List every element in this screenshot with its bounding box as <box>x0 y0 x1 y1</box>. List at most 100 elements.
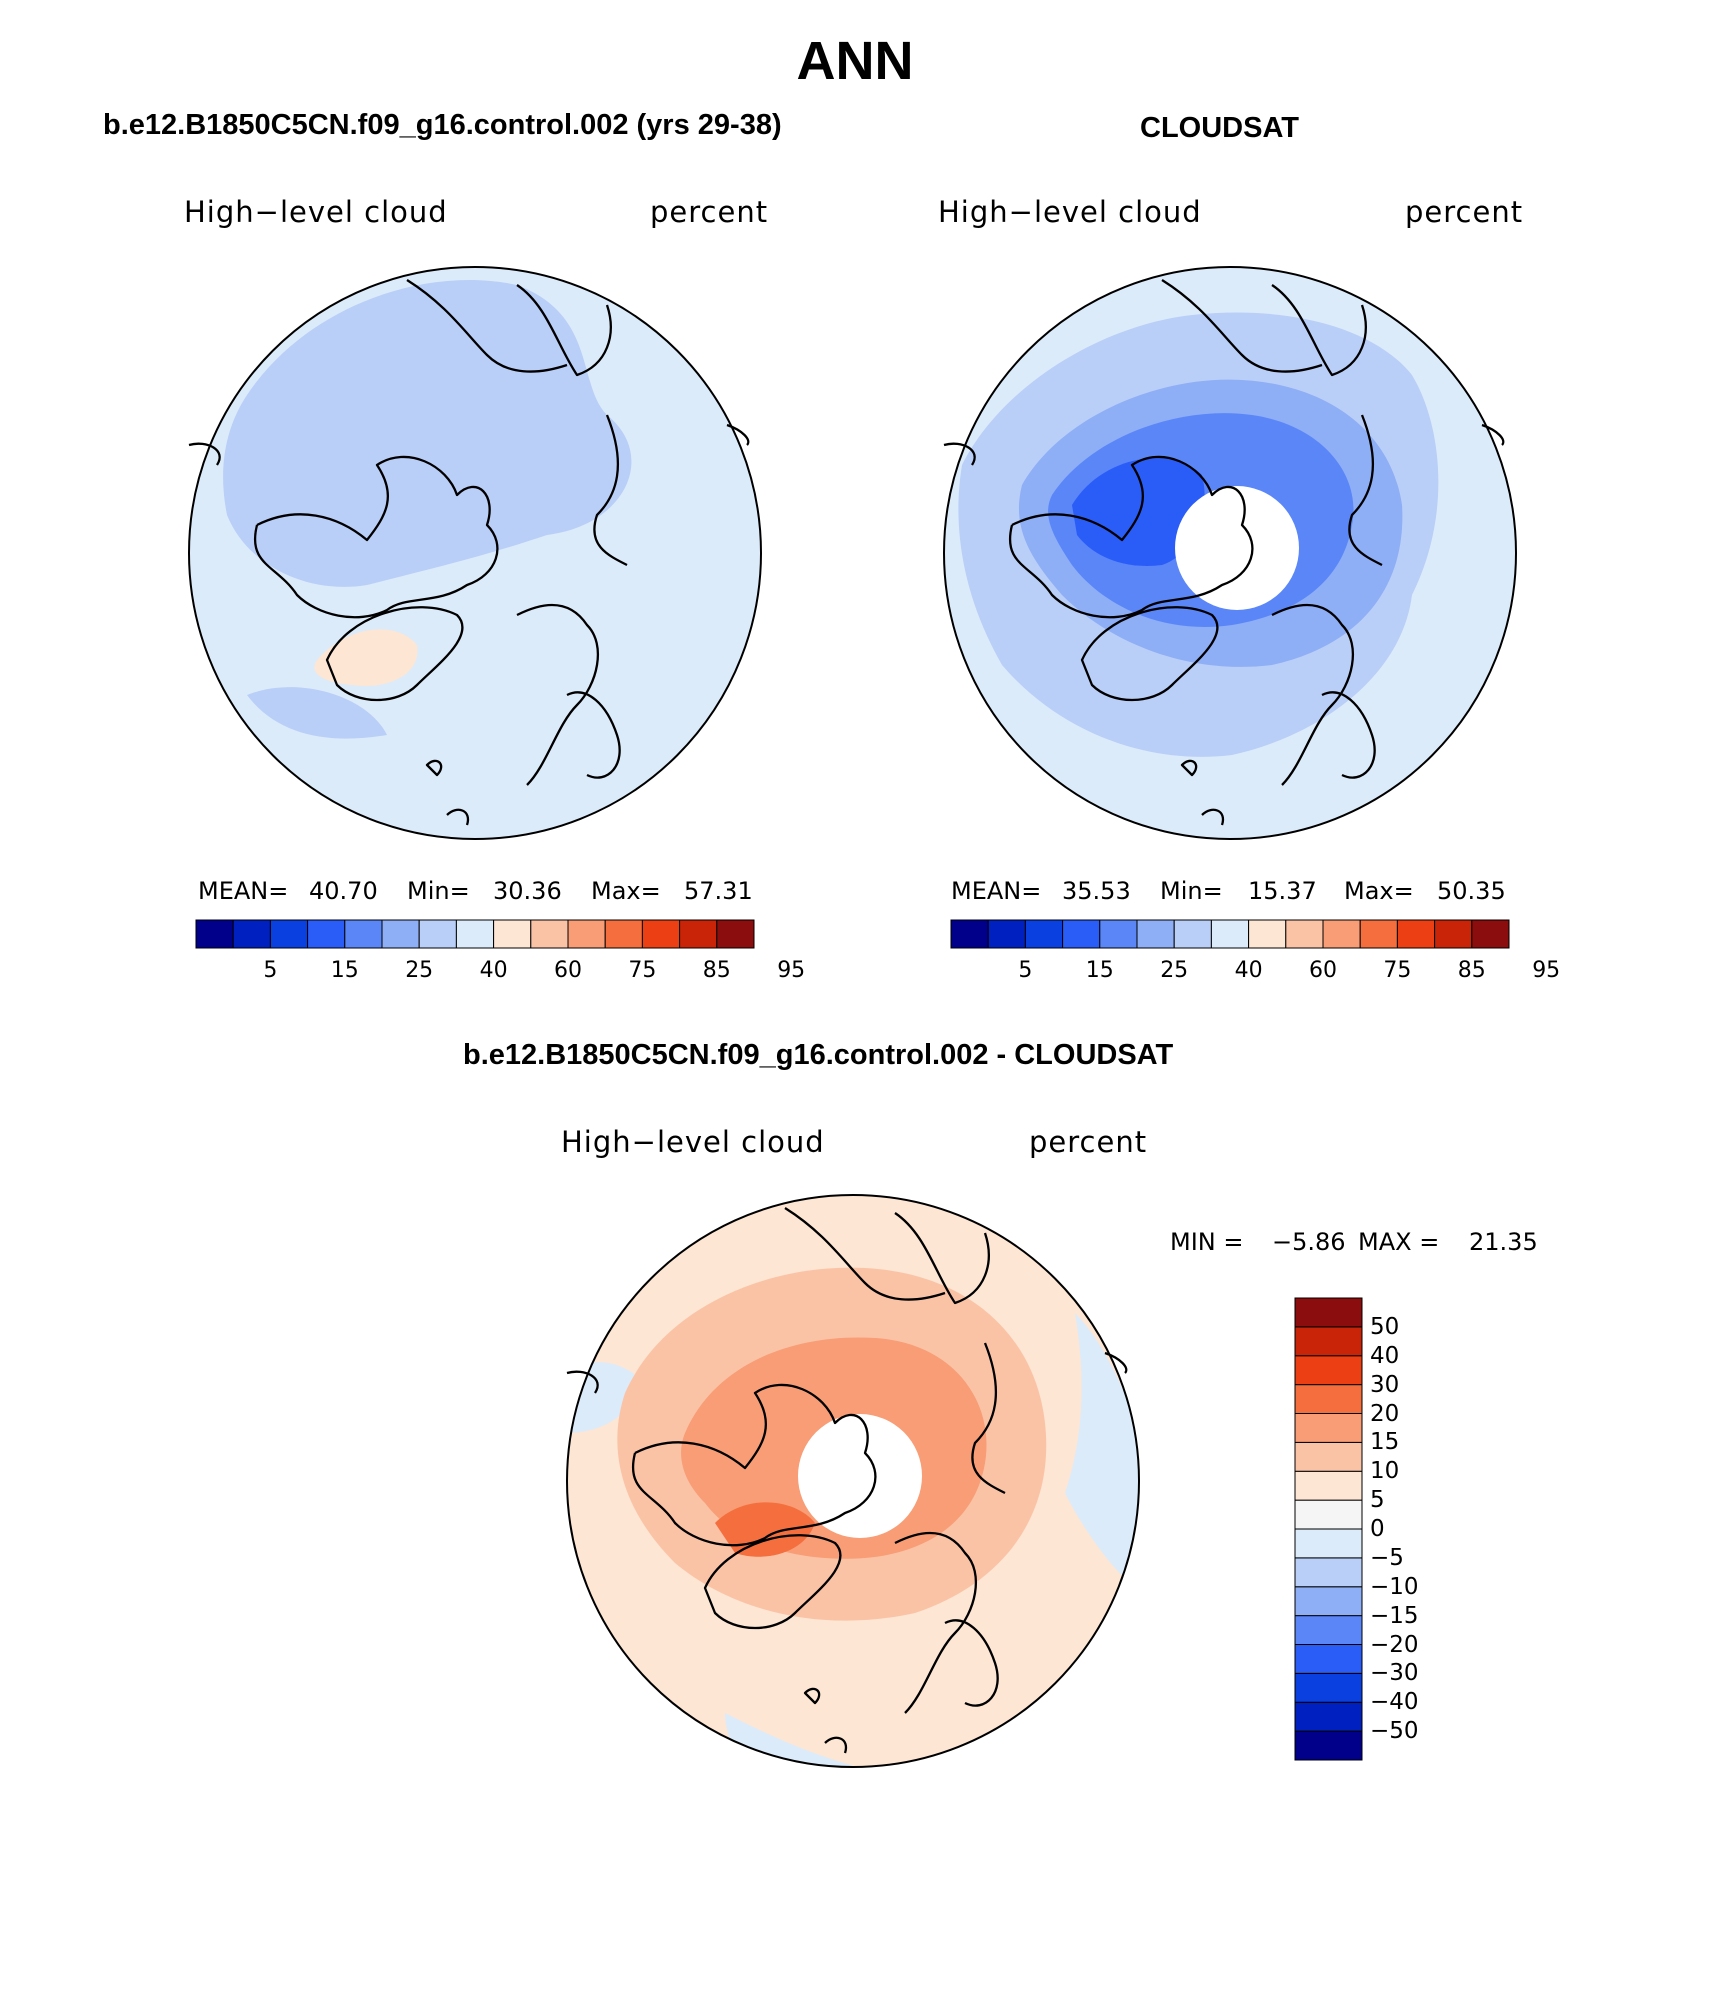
obs-mean-label: MEAN= <box>951 877 1042 905</box>
colorbar-tick-label: 40 <box>1234 958 1263 983</box>
diff-colorbar-swatch <box>1294 1413 1363 1443</box>
diff-colorbar-swatch <box>1294 1730 1363 1761</box>
obs-colorbar-swatch <box>950 919 989 949</box>
obs-variable-label: High−level cloud <box>938 195 1202 229</box>
model-colorbar-ticks: 5 15 25 40 60 75 85 95 <box>196 958 805 988</box>
obs-max-label: Max= <box>1344 877 1414 905</box>
figure-title: ANN <box>796 31 914 91</box>
colorbar-tick-label: 10 <box>1370 1458 1400 1485</box>
diff-units-label: percent <box>1029 1125 1148 1159</box>
colorbar-tick-label: −20 <box>1370 1631 1419 1658</box>
colorbar-tick-label: 75 <box>1383 958 1412 983</box>
colorbar-tick-label: 40 <box>1370 1342 1400 1369</box>
colorbar-tick-label: 85 <box>702 958 731 983</box>
obs-colorbar-swatch <box>1099 919 1138 949</box>
colorbar-tick-label: 25 <box>1160 958 1189 983</box>
model-colorbar-swatch <box>679 919 718 949</box>
model-colorbar-swatch <box>232 919 271 949</box>
colorbar-tick-label: −40 <box>1370 1689 1419 1716</box>
colorbar-tick-label: 20 <box>1370 1400 1400 1427</box>
colorbar-tick-label: 5 <box>263 958 278 983</box>
obs-coastlines <box>943 279 1505 826</box>
obs-colorbar-swatch <box>1285 919 1324 949</box>
model-variable-label: High−level cloud <box>184 195 448 229</box>
diff-variable-label: High−level cloud <box>561 1125 825 1159</box>
obs-polar-hole <box>1175 486 1299 610</box>
model-field-greenland-warm <box>314 629 418 686</box>
model-min-label: Min= <box>407 877 470 905</box>
diff-colorbar-swatch <box>1294 1557 1363 1588</box>
colorbar-tick-label: −30 <box>1370 1660 1419 1687</box>
colorbar-tick-label: 60 <box>1309 958 1337 983</box>
colorbar-tick-label: 5 <box>1018 958 1033 983</box>
model-colorbar-swatch <box>307 919 346 949</box>
model-panel-title: b.e12.B1850C5CN.f09_g16.control.002 (yrs… <box>103 109 782 141</box>
model-colorbar <box>195 919 755 949</box>
colorbar-tick-label: 50 <box>1370 1313 1400 1340</box>
model-colorbar-swatch <box>195 919 234 949</box>
obs-min-value: 15.37 <box>1248 877 1317 905</box>
colorbar-tick-label: −50 <box>1370 1718 1419 1745</box>
colorbar-tick-label: −15 <box>1370 1602 1419 1629</box>
diff-colorbar-swatch <box>1294 1672 1363 1703</box>
diff-colorbar-swatch <box>1294 1326 1363 1357</box>
obs-colorbar <box>950 919 1510 949</box>
model-field-band-south <box>247 687 387 739</box>
colorbar-tick-label: 0 <box>1370 1516 1385 1542</box>
obs-colorbar-swatch <box>987 919 1026 949</box>
model-colorbar-swatch <box>418 919 457 949</box>
diff-colorbar-swatch <box>1294 1615 1363 1645</box>
colorbar-tick-label: 40 <box>479 958 508 983</box>
model-colorbar-swatch <box>530 919 569 949</box>
obs-colorbar-swatch <box>1173 919 1212 949</box>
model-mean-value: 40.70 <box>309 877 378 905</box>
colorbar-tick-label: 15 <box>1085 958 1114 983</box>
diff-colorbar-swatch <box>1294 1297 1363 1328</box>
diff-min-label: MIN = <box>1170 1228 1244 1256</box>
obs-colorbar-swatch <box>1322 919 1361 949</box>
diff-max-value: 21.35 <box>1469 1228 1538 1256</box>
model-colorbar-swatch <box>381 919 420 949</box>
obs-colorbar-swatch <box>1248 919 1287 949</box>
diff-colorbar-swatch <box>1294 1470 1363 1501</box>
diff-colorbar-swatch <box>1294 1355 1363 1386</box>
colorbar-tick-label: 85 <box>1457 958 1486 983</box>
model-colorbar-swatch <box>716 919 755 949</box>
obs-panel-title: CLOUDSAT <box>1140 112 1299 144</box>
diff-colorbar-swatch <box>1294 1644 1363 1674</box>
obs-colorbar-swatch <box>1210 919 1250 949</box>
diff-polar-map <box>566 1194 1140 1768</box>
obs-colorbar-swatch <box>1396 919 1436 949</box>
colorbar-tick-label: 15 <box>330 958 359 983</box>
diff-colorbar-swatch <box>1294 1586 1363 1617</box>
obs-min-label: Min= <box>1160 877 1223 905</box>
model-colorbar-swatch <box>567 919 606 949</box>
diff-colorbar-swatch <box>1294 1441 1363 1472</box>
diff-min-value: −5.86 <box>1272 1228 1346 1256</box>
colorbar-tick-label: 15 <box>1370 1429 1400 1456</box>
colorbar-tick-label: 95 <box>777 958 806 983</box>
obs-colorbar-swatch <box>1136 919 1175 949</box>
obs-polar-map <box>943 266 1517 840</box>
colorbar-tick-label: −5 <box>1370 1544 1404 1571</box>
colorbar-tick-label: −10 <box>1370 1573 1419 1600</box>
colorbar-tick-label: 75 <box>628 958 657 983</box>
diff-panel-title: b.e12.B1850C5CN.f09_g16.control.002 - CL… <box>463 1039 1174 1071</box>
colorbar-tick-label: 95 <box>1532 958 1561 983</box>
colorbar-tick-label: 30 <box>1370 1371 1400 1398</box>
model-field-arctic-zone <box>223 279 632 587</box>
obs-colorbar-ticks: 5 15 25 40 60 75 85 95 <box>951 958 1560 988</box>
diff-field-core <box>715 1502 815 1557</box>
obs-colorbar-swatch <box>1062 919 1101 949</box>
obs-colorbar-swatch <box>1471 919 1510 949</box>
model-colorbar-swatch <box>493 919 532 949</box>
diff-colorbar-swatch <box>1294 1701 1363 1732</box>
diff-max-label: MAX = <box>1358 1228 1440 1256</box>
obs-colorbar-swatch <box>1359 919 1398 949</box>
model-colorbar-swatch <box>269 919 309 949</box>
obs-field-deep <box>1072 458 1205 566</box>
model-max-label: Max= <box>591 877 661 905</box>
model-mean-label: MEAN= <box>198 877 289 905</box>
diff-colorbar <box>1294 1297 1363 1761</box>
model-colorbar-swatch <box>604 919 643 949</box>
